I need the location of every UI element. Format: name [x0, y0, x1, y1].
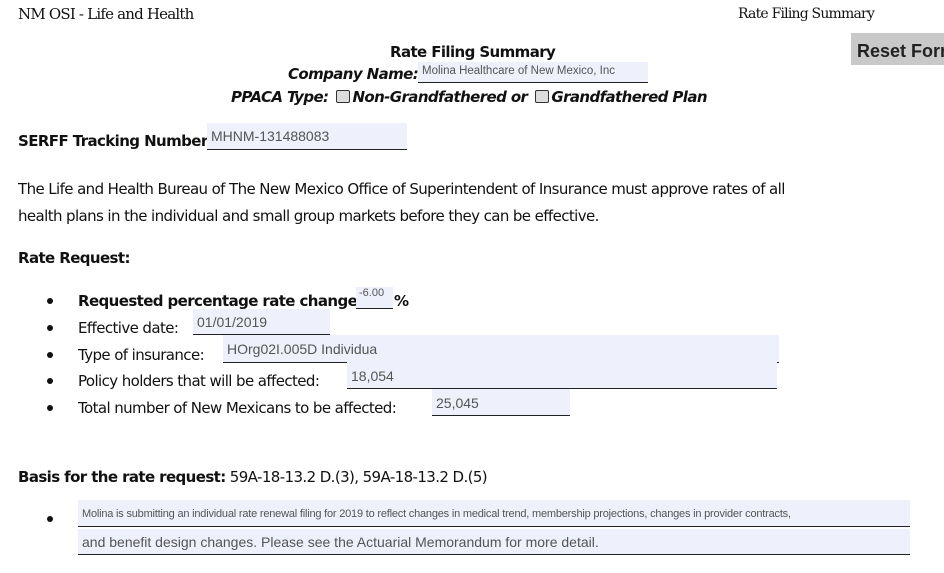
effective-date-label: Effective date:	[78, 319, 179, 337]
basis-explanation-line-1[interactable]: Molina is submitting an individual rate …	[78, 500, 910, 527]
non-grandfathered-label: Non-Grandfathered or	[352, 88, 528, 106]
bullet-icon	[47, 378, 53, 384]
reset-form-button[interactable]: Reset Form	[851, 33, 944, 65]
bullet-icon	[47, 298, 53, 304]
insurance-type-field[interactable]: HOrg02I.005D Individua	[223, 335, 779, 363]
total-affected-label: Total number of New Mexicans to be affec…	[78, 399, 397, 417]
ppaca-type-label: PPACA Type:	[231, 88, 329, 106]
serff-tracking-field[interactable]: MHNM-131488083	[207, 123, 407, 150]
rate-request-heading: Rate Request:	[18, 249, 130, 267]
basis-label: Basis for the rate request:	[18, 468, 226, 486]
company-name-label: Company Name:	[288, 65, 419, 83]
rate-change-label: Requested percentage rate change:	[78, 292, 363, 310]
basis-explanation-line-2[interactable]: and benefit design changes. Please see t…	[78, 529, 910, 555]
grandfathered-label: Grandfathered Plan	[551, 88, 707, 106]
bullet-icon	[47, 405, 53, 411]
grandfathered-checkbox[interactable]	[535, 90, 550, 103]
policy-holders-field[interactable]: 18,054	[347, 362, 777, 389]
page-title: Rate Filing Summary	[390, 43, 556, 61]
basis-value: 59A-18-13.2 D.(3), 59A-18-13.2 D.(5)	[229, 468, 488, 486]
intro-line-2: health plans in the individual and small…	[18, 207, 599, 225]
non-grandfathered-checkbox[interactable]	[336, 90, 351, 103]
rate-change-field[interactable]: -6.00	[356, 287, 393, 309]
bullet-icon	[47, 325, 53, 331]
total-affected-field[interactable]: 25,045	[432, 389, 570, 416]
percent-sign: %	[394, 292, 409, 310]
company-name-field[interactable]: Molina Healthcare of New Mexico, Inc	[418, 62, 648, 83]
insurance-type-label: Type of insurance:	[78, 346, 205, 364]
header-right-title: Rate Filing Summary	[738, 6, 875, 22]
effective-date-field[interactable]: 01/01/2019	[193, 309, 330, 335]
header-left-title: NM OSI - Life and Health	[18, 5, 194, 23]
serff-label: SERFF Tracking Number:	[18, 132, 214, 150]
bullet-icon	[47, 352, 53, 358]
bullet-icon	[47, 516, 53, 522]
ppaca-type-row: PPACA Type: Non-Grandfathered or Grandfath…	[231, 88, 708, 106]
intro-line-1: The Life and Health Bureau of The New Me…	[18, 180, 785, 198]
basis-row: Basis for the rate request: 59A-18-13.2 …	[18, 468, 488, 486]
policy-holders-label: Policy holders that will be affected:	[78, 372, 320, 390]
